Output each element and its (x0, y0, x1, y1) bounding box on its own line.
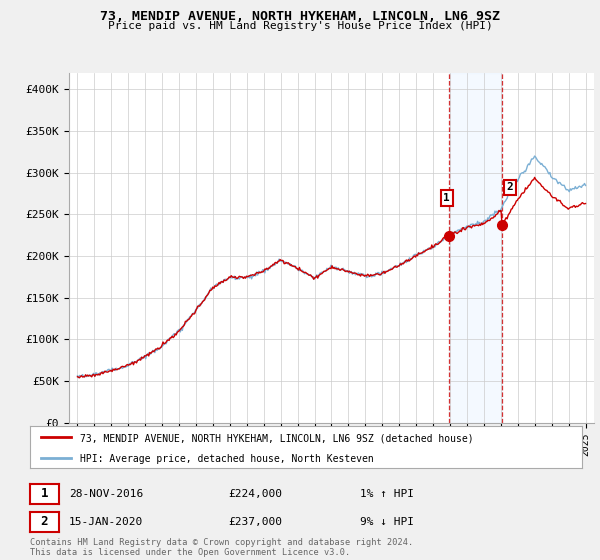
Text: 9% ↓ HPI: 9% ↓ HPI (360, 517, 414, 527)
Bar (449, 73, 502, 423)
Text: 2: 2 (41, 515, 48, 529)
Text: Price paid vs. HM Land Registry's House Price Index (HPI): Price paid vs. HM Land Registry's House … (107, 21, 493, 31)
Text: 1% ↑ HPI: 1% ↑ HPI (360, 489, 414, 499)
Text: 2: 2 (506, 183, 514, 192)
Text: 1: 1 (443, 193, 450, 203)
Text: 28-NOV-2016: 28-NOV-2016 (69, 489, 143, 499)
Text: Contains HM Land Registry data © Crown copyright and database right 2024.
This d: Contains HM Land Registry data © Crown c… (30, 538, 413, 557)
Text: £237,000: £237,000 (228, 517, 282, 527)
Text: 1: 1 (41, 487, 48, 501)
Text: 73, MENDIP AVENUE, NORTH HYKEHAM, LINCOLN, LN6 9SZ: 73, MENDIP AVENUE, NORTH HYKEHAM, LINCOL… (100, 10, 500, 23)
Text: 15-JAN-2020: 15-JAN-2020 (69, 517, 143, 527)
Text: 73, MENDIP AVENUE, NORTH HYKEHAM, LINCOLN, LN6 9SZ (detached house): 73, MENDIP AVENUE, NORTH HYKEHAM, LINCOL… (80, 433, 473, 443)
Text: £224,000: £224,000 (228, 489, 282, 499)
Text: HPI: Average price, detached house, North Kesteven: HPI: Average price, detached house, Nort… (80, 454, 373, 464)
